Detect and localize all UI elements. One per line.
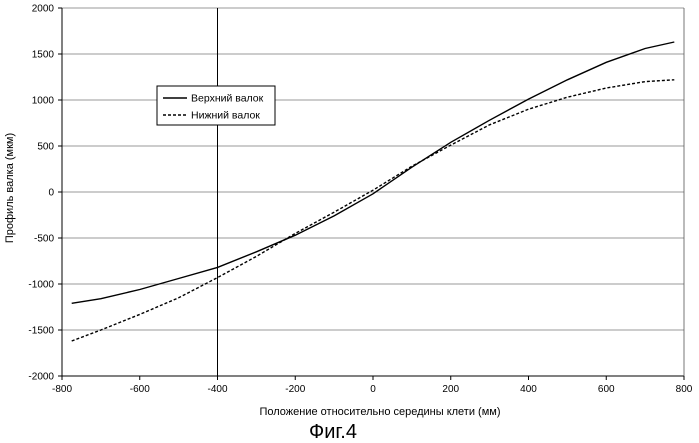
legend: Верхний валок Нижний валок: [157, 86, 275, 125]
y-tick-label: 0: [48, 188, 54, 199]
x-tick-label: -400: [207, 384, 227, 395]
y-tick-label: 2000: [32, 4, 55, 15]
x-tick-label: -200: [285, 384, 305, 395]
y-tick-label: 1500: [32, 50, 55, 61]
x-tick-label: 200: [442, 384, 459, 395]
legend-label-upper-roll: Верхний валок: [191, 93, 264, 105]
y-tick-label: 500: [37, 142, 54, 153]
legend-label-lower-roll: Нижний валок: [191, 110, 260, 122]
x-tick-label: 600: [598, 384, 615, 395]
x-tick-label: 400: [520, 384, 537, 395]
y-tick-label: -2000: [28, 372, 54, 383]
y-tick-label: -1000: [28, 280, 54, 291]
y-tick-label: 1000: [32, 96, 55, 107]
x-axis-title: Положение относительно середины клети (м…: [259, 406, 500, 418]
y-tick-label: -1500: [28, 326, 54, 337]
y-axis-title: Профиль валка (мкм): [4, 133, 16, 243]
figure-caption: Фиг.4: [309, 421, 357, 443]
x-tick-label: -600: [130, 384, 150, 395]
x-tick-label: 800: [676, 384, 693, 395]
x-tick-label: 0: [370, 384, 376, 395]
x-tick-label: -800: [52, 384, 72, 395]
y-tick-label: -500: [34, 234, 54, 245]
